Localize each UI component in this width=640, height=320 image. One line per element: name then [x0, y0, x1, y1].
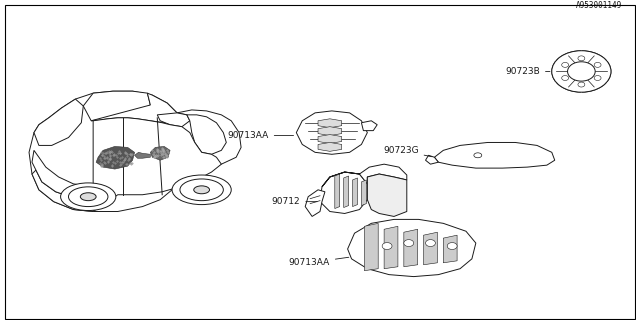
Ellipse shape — [578, 82, 585, 87]
Polygon shape — [83, 91, 150, 121]
Polygon shape — [34, 99, 83, 145]
Polygon shape — [364, 223, 378, 271]
Polygon shape — [556, 78, 580, 92]
Polygon shape — [29, 91, 241, 212]
Polygon shape — [435, 142, 555, 168]
Polygon shape — [444, 235, 457, 263]
Ellipse shape — [474, 153, 482, 158]
Polygon shape — [556, 51, 580, 65]
Polygon shape — [296, 111, 367, 154]
Ellipse shape — [594, 62, 601, 67]
Ellipse shape — [552, 51, 611, 92]
Ellipse shape — [568, 62, 595, 81]
Ellipse shape — [562, 76, 568, 80]
Polygon shape — [150, 147, 170, 160]
Ellipse shape — [562, 62, 568, 67]
Ellipse shape — [172, 175, 231, 204]
Polygon shape — [367, 174, 407, 216]
Polygon shape — [187, 115, 227, 154]
Polygon shape — [348, 220, 476, 276]
Ellipse shape — [180, 179, 223, 201]
Polygon shape — [362, 121, 377, 131]
Ellipse shape — [61, 183, 116, 211]
Ellipse shape — [578, 56, 585, 61]
Polygon shape — [582, 78, 607, 92]
Polygon shape — [318, 119, 342, 128]
Polygon shape — [322, 164, 407, 187]
Ellipse shape — [194, 186, 209, 194]
Polygon shape — [318, 142, 342, 151]
Polygon shape — [32, 170, 93, 212]
Polygon shape — [91, 93, 190, 125]
Polygon shape — [96, 147, 134, 169]
Polygon shape — [335, 174, 340, 209]
Polygon shape — [305, 190, 325, 216]
Polygon shape — [344, 176, 349, 208]
Ellipse shape — [426, 240, 435, 246]
Ellipse shape — [404, 240, 413, 246]
Polygon shape — [384, 226, 398, 269]
Polygon shape — [157, 113, 190, 127]
Ellipse shape — [68, 187, 108, 207]
Polygon shape — [552, 61, 568, 81]
Polygon shape — [426, 155, 438, 164]
Polygon shape — [318, 135, 342, 143]
Polygon shape — [404, 229, 418, 267]
Polygon shape — [595, 61, 611, 81]
Ellipse shape — [382, 243, 392, 250]
Text: 90723B: 90723B — [505, 67, 550, 76]
Polygon shape — [318, 127, 342, 136]
Ellipse shape — [447, 243, 457, 250]
Polygon shape — [424, 232, 437, 265]
Polygon shape — [32, 150, 93, 202]
Text: 90712: 90712 — [271, 197, 317, 206]
Polygon shape — [362, 180, 366, 205]
Ellipse shape — [81, 193, 96, 201]
Polygon shape — [134, 152, 150, 158]
Text: A953001149: A953001149 — [575, 1, 622, 10]
Polygon shape — [93, 118, 221, 212]
Polygon shape — [582, 51, 607, 65]
Text: 90713AA: 90713AA — [227, 131, 294, 140]
Polygon shape — [353, 178, 358, 207]
Ellipse shape — [594, 76, 601, 80]
Text: 90723G: 90723G — [383, 146, 432, 157]
Polygon shape — [320, 172, 367, 213]
Text: 90713AA: 90713AA — [289, 257, 349, 267]
